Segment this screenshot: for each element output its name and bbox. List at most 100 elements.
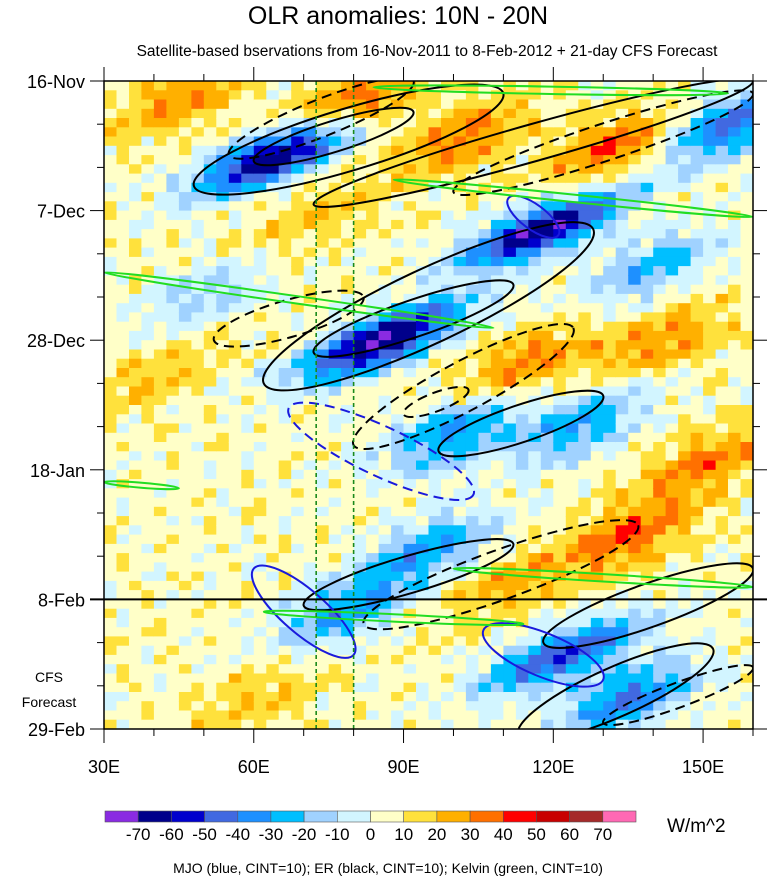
field-cell [678,145,692,156]
field-cell [253,321,267,332]
field-cell [303,682,317,693]
field-cell [740,275,754,286]
field-cell [453,238,467,249]
field-cell [316,432,330,443]
field-cell [453,275,467,286]
field-cell [628,553,642,563]
field-cell [540,682,554,693]
field-cell [303,488,317,499]
field-cell [228,673,242,684]
field-cell [628,284,642,295]
colorbar-label: 70 [593,825,612,844]
field-cell [178,534,192,545]
field-cell [266,238,280,249]
field-cell [166,645,180,656]
field-cell [715,173,729,184]
field-cell [203,284,217,295]
field-cell [490,590,504,600]
field-cell [615,479,629,489]
field-cell [191,636,205,647]
colorbar-label: 40 [494,825,513,844]
field-cell [166,590,180,600]
field-cell [665,321,679,332]
field-cell [478,99,492,110]
field-cell [428,599,442,610]
field-cell [316,580,330,591]
field-cell [378,145,392,156]
field-cell [203,256,217,267]
field-cell [328,358,342,369]
field-cell [191,312,205,323]
field-cell [141,405,155,415]
field-cell [316,145,330,156]
field-cell [104,164,118,175]
field-cell [378,451,392,462]
field-cell [241,636,255,647]
field-cell [503,645,517,656]
field-cell [553,590,567,600]
field-cell [216,99,230,110]
field-cell [478,571,492,582]
field-cell [353,210,367,221]
field-cell [715,534,729,545]
field-cell [515,275,529,286]
field-cell [366,238,380,249]
field-cell [303,108,317,119]
field-cell [515,256,529,267]
field-cell [590,164,604,175]
field-cell [104,562,118,573]
field-cell [615,590,629,600]
olr-field [104,81,754,730]
field-cell [153,312,167,323]
field-cell [678,488,692,499]
field-cell [341,127,355,138]
field-cell [490,627,504,638]
field-cell [553,636,567,647]
field-cell [178,516,192,526]
field-cell [565,293,579,304]
field-cell [578,127,592,138]
field-cell [328,627,342,638]
field-cell [565,219,579,230]
field-cell [353,553,367,563]
field-cell [328,81,342,91]
field-cell [178,469,192,480]
field-cell [104,673,118,684]
field-cell [228,627,242,638]
field-cell [441,599,455,610]
colorbar-label: -20 [292,825,317,844]
field-cell [366,275,380,286]
field-cell [603,247,617,258]
field-cell [203,219,217,230]
field-cell [266,414,280,425]
field-cell [690,210,704,221]
field-cell [353,571,367,582]
field-cell [129,562,143,573]
field-cell [503,405,517,415]
x-tick-label: 60E [238,757,270,777]
field-cell [316,349,330,360]
field-cell [416,543,430,554]
field-cell [678,599,692,610]
field-cell [366,229,380,239]
field-cell [278,488,292,499]
field-cell [228,377,242,388]
field-cell [715,266,729,276]
field-cell [278,543,292,554]
field-cell [478,654,492,665]
field-cell [628,136,642,147]
field-cell [341,330,355,341]
field-cell [378,571,392,582]
field-cell [416,414,430,425]
field-cell [653,553,667,563]
field-cell [590,330,604,341]
field-cell [253,108,267,119]
field-cell [441,247,455,258]
field-cell [478,219,492,230]
field-cell [640,488,654,499]
field-cell [553,219,567,230]
field-cell [453,405,467,415]
field-cell [153,497,167,508]
field-cell [715,432,729,443]
